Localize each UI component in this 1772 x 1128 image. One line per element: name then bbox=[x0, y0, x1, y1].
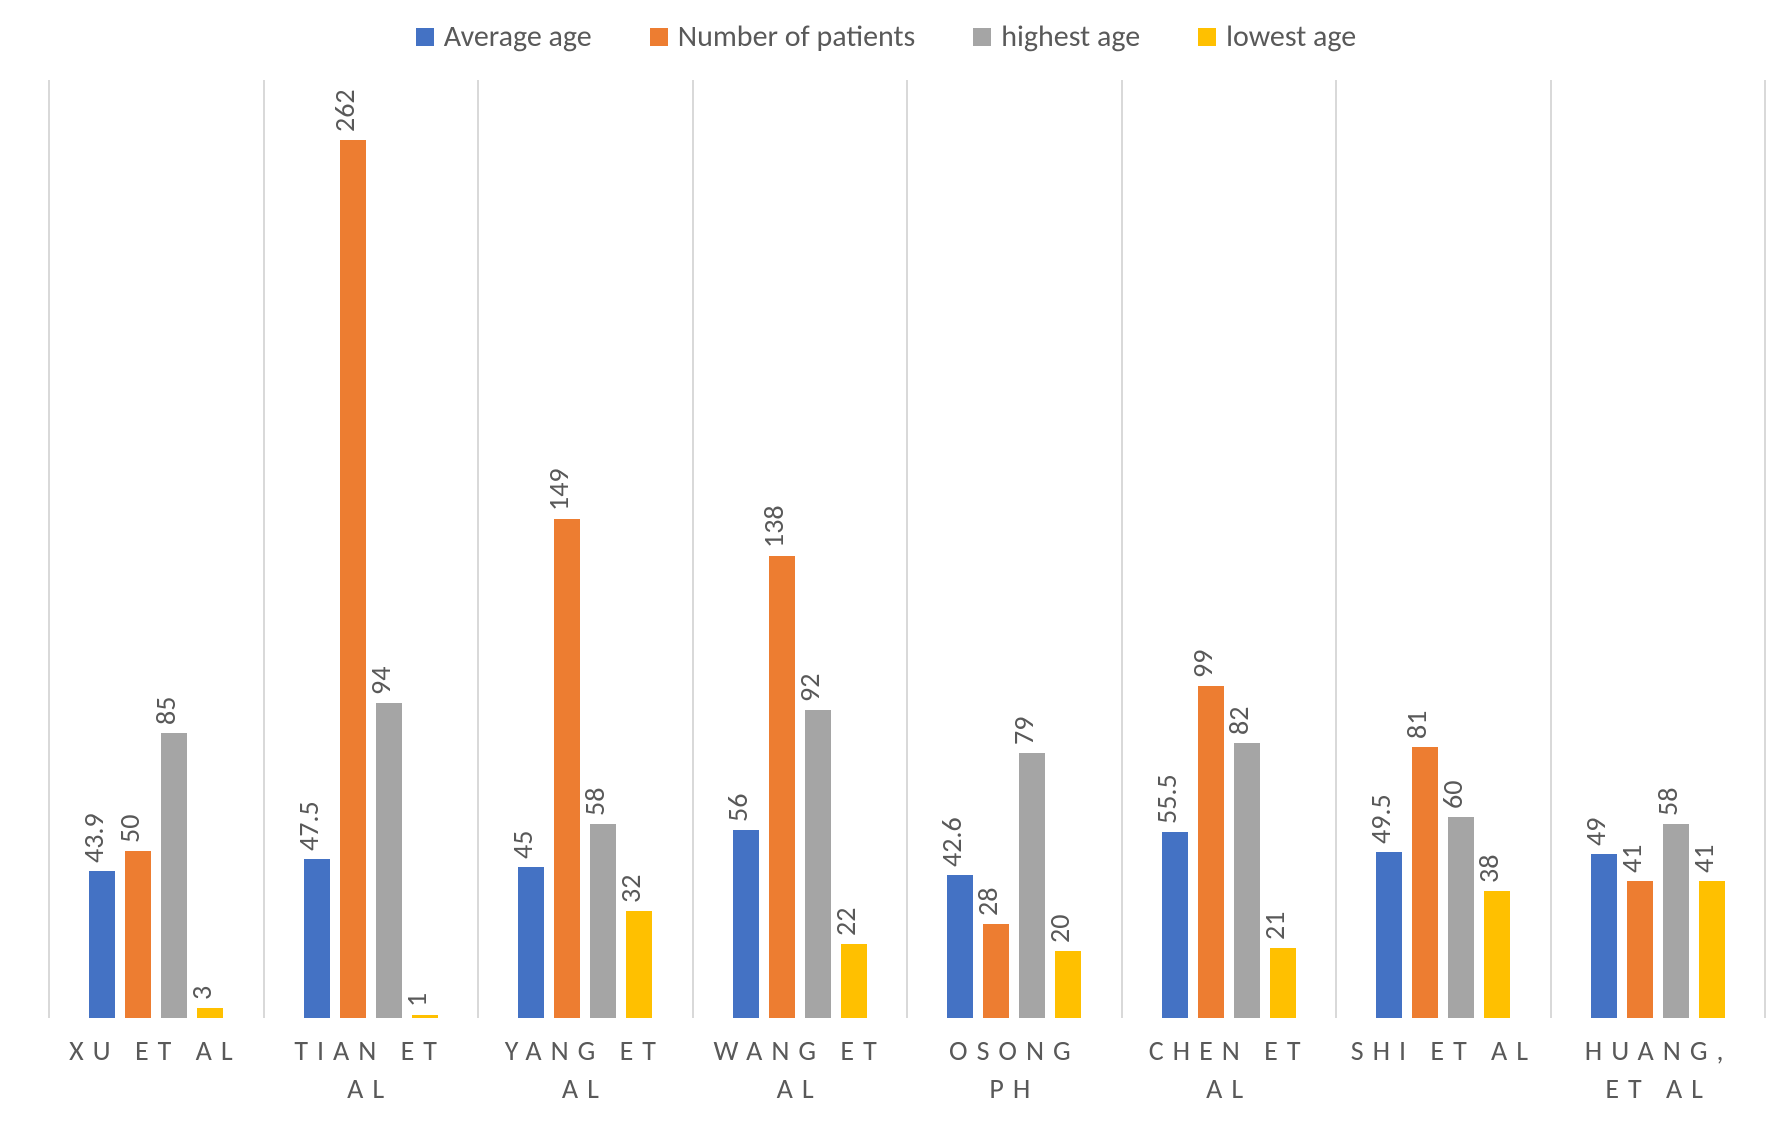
bar-lowest: 38 bbox=[1484, 891, 1510, 1018]
bar-group: 47.5262941 bbox=[263, 80, 478, 1018]
bar-highest: 58 bbox=[1663, 824, 1689, 1018]
bar-value-label: 92 bbox=[792, 673, 827, 701]
legend-swatch bbox=[650, 28, 668, 46]
legend: Average age Number of patients highest a… bbox=[0, 18, 1772, 55]
bar-highest: 82 bbox=[1234, 743, 1260, 1018]
bar-chart: Average age Number of patients highest a… bbox=[0, 0, 1772, 1128]
bar-avg: 55.5 bbox=[1162, 832, 1188, 1018]
bar-num: 138 bbox=[769, 556, 795, 1018]
bar-lowest: 1 bbox=[412, 1015, 438, 1018]
bar-value-label: 79 bbox=[1006, 717, 1041, 745]
bar-avg: 47.5 bbox=[304, 859, 330, 1018]
x-axis-label: WANG ETAL bbox=[692, 1022, 907, 1128]
bar-value-label: 28 bbox=[970, 888, 1005, 916]
bar-value-label: 21 bbox=[1257, 911, 1292, 939]
x-axis-label: YANG ETAL bbox=[478, 1022, 693, 1128]
legend-item-lowest-age: lowest age bbox=[1198, 18, 1356, 55]
bar-value-label: 82 bbox=[1221, 707, 1256, 735]
bar-value-label: 149 bbox=[541, 468, 576, 511]
legend-swatch bbox=[973, 28, 991, 46]
bar-group: 42.6287920 bbox=[906, 80, 1121, 1018]
bar-value-label: 22 bbox=[828, 908, 863, 936]
bar-group: 55.5998221 bbox=[1121, 80, 1336, 1018]
bar-highest: 94 bbox=[376, 703, 402, 1018]
x-axis-label: HUANG,ET AL bbox=[1551, 1022, 1766, 1128]
bar-value-label: 38 bbox=[1471, 854, 1506, 882]
bar-value-label: 58 bbox=[1650, 787, 1685, 815]
x-axis-label: TIAN ETAL bbox=[263, 1022, 478, 1128]
bar-avg: 49.5 bbox=[1376, 852, 1402, 1018]
bar-group: 43.950853 bbox=[48, 80, 263, 1018]
bar-value-label: 50 bbox=[112, 814, 147, 842]
x-axis-label: OSONGPH bbox=[907, 1022, 1122, 1128]
x-axis-label: SHI ET AL bbox=[1337, 1022, 1552, 1128]
bar-value-label: 58 bbox=[577, 787, 612, 815]
bar-lowest: 3 bbox=[197, 1008, 223, 1018]
x-axis: XU ET ALTIAN ETALYANG ETALWANG ETALOSONG… bbox=[48, 1022, 1766, 1128]
bar-value-label: 81 bbox=[1399, 710, 1434, 738]
bar-value-label: 41 bbox=[1614, 844, 1649, 872]
bar-value-label: 41 bbox=[1686, 844, 1721, 872]
legend-label: highest age bbox=[1001, 18, 1140, 55]
bar-avg: 56 bbox=[733, 830, 759, 1018]
legend-label: Number of patients bbox=[678, 18, 916, 55]
bar-num: 41 bbox=[1627, 881, 1653, 1018]
bar-value-label: 3 bbox=[184, 986, 219, 1000]
bar-value-label: 1 bbox=[399, 992, 434, 1006]
bar-avg: 43.9 bbox=[89, 871, 115, 1018]
bar-avg: 45 bbox=[518, 867, 544, 1018]
bar-value-label: 85 bbox=[148, 697, 183, 725]
plot-area: 43.95085347.526294145149583256138922242.… bbox=[48, 80, 1766, 1018]
bar-value-label: 262 bbox=[327, 90, 362, 133]
legend-label: Average age bbox=[444, 18, 592, 55]
legend-swatch bbox=[416, 28, 434, 46]
bar-highest: 79 bbox=[1019, 753, 1045, 1018]
bar-value-label: 42.6 bbox=[934, 818, 969, 868]
bar-group: 49.5816038 bbox=[1335, 80, 1550, 1018]
bar-value-label: 49 bbox=[1578, 817, 1613, 845]
bar-group: 451495832 bbox=[477, 80, 692, 1018]
bar-num: 262 bbox=[340, 140, 366, 1018]
bar-lowest: 20 bbox=[1055, 951, 1081, 1018]
bar-value-label: 49.5 bbox=[1363, 795, 1398, 845]
bar-avg: 49 bbox=[1591, 854, 1617, 1018]
bar-value-label: 94 bbox=[363, 667, 398, 695]
bar-value-label: 20 bbox=[1042, 915, 1077, 943]
bar-num: 149 bbox=[554, 519, 580, 1018]
bar-highest: 85 bbox=[161, 733, 187, 1018]
bar-lowest: 21 bbox=[1270, 948, 1296, 1018]
bar-lowest: 41 bbox=[1699, 881, 1725, 1018]
bar-value-label: 60 bbox=[1435, 781, 1470, 809]
legend-item-number-of-patients: Number of patients bbox=[650, 18, 916, 55]
bar-highest: 92 bbox=[805, 710, 831, 1018]
x-axis-label: XU ET AL bbox=[48, 1022, 263, 1128]
bar-num: 28 bbox=[983, 924, 1009, 1018]
bar-value-label: 99 bbox=[1185, 650, 1220, 678]
bar-num: 99 bbox=[1198, 686, 1224, 1018]
bar-value-label: 138 bbox=[756, 505, 791, 548]
legend-label: lowest age bbox=[1226, 18, 1356, 55]
bar-group: 49415841 bbox=[1550, 80, 1767, 1018]
bar-value-label: 32 bbox=[613, 874, 648, 902]
bar-lowest: 22 bbox=[841, 944, 867, 1018]
bar-value-label: 56 bbox=[720, 794, 755, 822]
legend-item-highest-age: highest age bbox=[973, 18, 1140, 55]
bar-value-label: 47.5 bbox=[291, 801, 326, 851]
bar-highest: 60 bbox=[1448, 817, 1474, 1018]
bar-value-label: 43.9 bbox=[76, 813, 111, 863]
x-axis-label: CHEN ETAL bbox=[1122, 1022, 1337, 1128]
legend-item-average-age: Average age bbox=[416, 18, 592, 55]
bar-group: 561389222 bbox=[692, 80, 907, 1018]
bar-num: 50 bbox=[125, 851, 151, 1019]
bar-value-label: 55.5 bbox=[1149, 774, 1184, 824]
legend-swatch bbox=[1198, 28, 1216, 46]
bar-highest: 58 bbox=[590, 824, 616, 1018]
bar-lowest: 32 bbox=[626, 911, 652, 1018]
bar-value-label: 45 bbox=[505, 831, 540, 859]
